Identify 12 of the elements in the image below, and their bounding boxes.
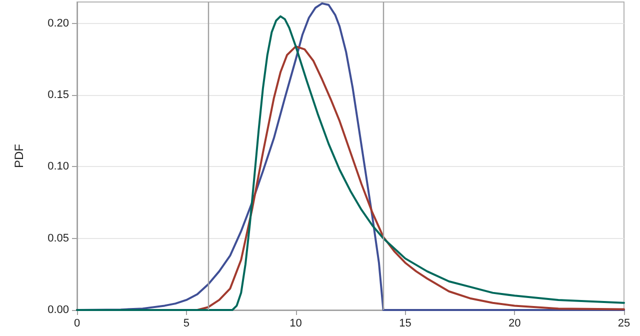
y-tick-label: 0.00	[48, 304, 69, 316]
y-tick-label: 0.20	[48, 17, 69, 30]
y-tick-label: 0.10	[48, 160, 69, 173]
x-tick-label: 10	[290, 318, 302, 330]
y-axis-title: PDF	[12, 144, 26, 168]
x-tick-label: 0	[74, 318, 80, 330]
y-tick-label: 0.15	[48, 89, 69, 102]
x-tick-label: 25	[618, 318, 630, 330]
x-tick-label: 5	[183, 318, 190, 330]
x-tick-label: 15	[399, 318, 412, 330]
y-tick-label: 0.05	[48, 232, 69, 244]
x-tick-label: 20	[508, 318, 521, 330]
